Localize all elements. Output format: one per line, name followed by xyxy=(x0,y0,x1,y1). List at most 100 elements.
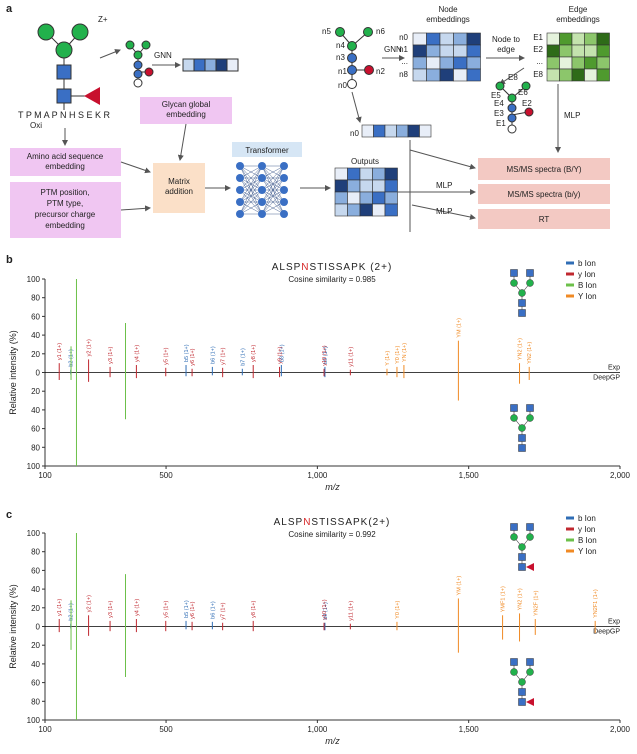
glycan-circle xyxy=(526,279,534,287)
node-label: n1 xyxy=(338,67,347,76)
glycan-embedding-box xyxy=(140,97,232,124)
box-label: Matrix addition xyxy=(165,177,193,196)
outputs-grid xyxy=(334,167,398,217)
glycan-circle xyxy=(518,424,526,432)
charge-label: Z+ xyxy=(98,15,108,24)
edge-label: E3 xyxy=(494,109,504,118)
peak-label: y9 (1+) xyxy=(278,346,284,363)
x-tick-label: 1,000 xyxy=(307,725,328,734)
row-label: ... xyxy=(536,57,543,66)
chart-subtitle: Cosine similarity = 0.992 xyxy=(288,530,376,539)
peak-label: y7 (1+) xyxy=(221,347,227,364)
peak-label: Y (1+) xyxy=(385,351,391,366)
gnn-label: GNN xyxy=(384,45,402,54)
node xyxy=(280,162,288,170)
cell xyxy=(571,44,585,58)
peak-label: y3 (1+) xyxy=(108,346,114,363)
cell xyxy=(334,167,348,181)
glycan-circle xyxy=(510,668,518,676)
mirror-spectrum: c ALSPNSTISSAPK(2+) Cosine similarity = 0.… xyxy=(6,509,631,746)
cell xyxy=(426,56,441,70)
bar-label: n0 xyxy=(350,129,359,138)
glycan-fucose xyxy=(526,698,534,706)
mlp-label: MLP xyxy=(564,111,580,120)
edge xyxy=(239,177,263,215)
cell xyxy=(396,124,409,138)
cell xyxy=(596,44,610,58)
glycan-square xyxy=(518,444,526,452)
cell xyxy=(347,191,361,205)
cell xyxy=(571,56,585,70)
peak-label: y4 (1+) xyxy=(134,345,140,362)
edge-label: E6 xyxy=(518,88,528,97)
row-label: E2 xyxy=(533,45,543,54)
top-label: Exp xyxy=(608,365,620,372)
glycan-square xyxy=(526,658,534,666)
x-tick-label: 1,500 xyxy=(459,471,480,480)
y-tick-label: 80 xyxy=(31,294,40,303)
glycan-square xyxy=(518,434,526,442)
peak-label: b5 (1+) xyxy=(184,344,190,362)
cell xyxy=(372,203,386,217)
glycan-square xyxy=(510,404,518,412)
cell xyxy=(571,32,585,46)
node xyxy=(236,198,244,206)
cell xyxy=(453,44,468,58)
glycan-circle xyxy=(510,414,518,422)
title: Node embeddings xyxy=(426,5,470,24)
peak-label: y6 (1+) xyxy=(190,348,196,365)
panel-label: b xyxy=(6,254,13,266)
peak-label: b2 (1+) xyxy=(69,349,75,367)
peak-label: y8 (1+) xyxy=(251,345,257,362)
arrow xyxy=(120,205,151,212)
cell xyxy=(584,44,598,58)
title-part: ALSP xyxy=(272,262,302,273)
cell xyxy=(439,56,454,70)
peak-label: y5 (1+) xyxy=(164,347,170,364)
gnn-label: GNN xyxy=(154,51,172,60)
y-tick-label: 80 xyxy=(31,443,40,452)
y-tick-label: 80 xyxy=(31,697,40,706)
top-label: Exp xyxy=(608,619,620,626)
y-axis-label: Relative intensity (%) xyxy=(8,584,18,669)
x-axis-label: m/z xyxy=(325,482,340,492)
glycan-square xyxy=(518,698,526,706)
cell xyxy=(596,56,610,70)
edge xyxy=(239,165,263,179)
peak-label: Y0 (1+) xyxy=(395,346,401,364)
peak-label: y1 (1+) xyxy=(57,343,63,360)
peak-label: y10 (1+) xyxy=(322,599,328,619)
y-tick-label: 20 xyxy=(31,350,40,359)
y-axis-label: Relative intensity (%) xyxy=(8,330,18,415)
n0-embedding-bar xyxy=(361,124,432,138)
row-label: E8 xyxy=(533,70,543,79)
title-part: ALSP xyxy=(274,517,304,528)
cell xyxy=(334,203,348,217)
cell xyxy=(426,32,441,46)
glycan-circle xyxy=(526,533,534,541)
glycan-square xyxy=(518,688,526,696)
output-box xyxy=(478,209,610,229)
transformer-label: Transformer xyxy=(245,146,289,155)
cell xyxy=(334,179,348,193)
glycan-input xyxy=(37,23,100,110)
peak-label: y10 (1+) xyxy=(322,345,328,365)
x-tick-label: 500 xyxy=(159,471,173,480)
oxi-label: Oxi xyxy=(30,121,42,130)
peak-label: y4 (1+) xyxy=(134,599,140,616)
aa-embedding-box xyxy=(10,148,121,176)
node xyxy=(258,210,266,218)
node xyxy=(236,162,244,170)
cell xyxy=(347,167,361,181)
node-label: n4 xyxy=(336,41,345,50)
glycan-circle xyxy=(510,533,518,541)
panel-a: a Z+ Oxi T P M A P N H S E K R GNN Glyca… xyxy=(6,3,610,238)
cell xyxy=(359,167,373,181)
cell xyxy=(426,68,441,82)
bottom-label: DeepGP xyxy=(593,375,620,382)
glycan-circle xyxy=(526,668,534,676)
node xyxy=(258,198,266,206)
cell xyxy=(466,32,481,46)
arrow xyxy=(99,49,121,59)
